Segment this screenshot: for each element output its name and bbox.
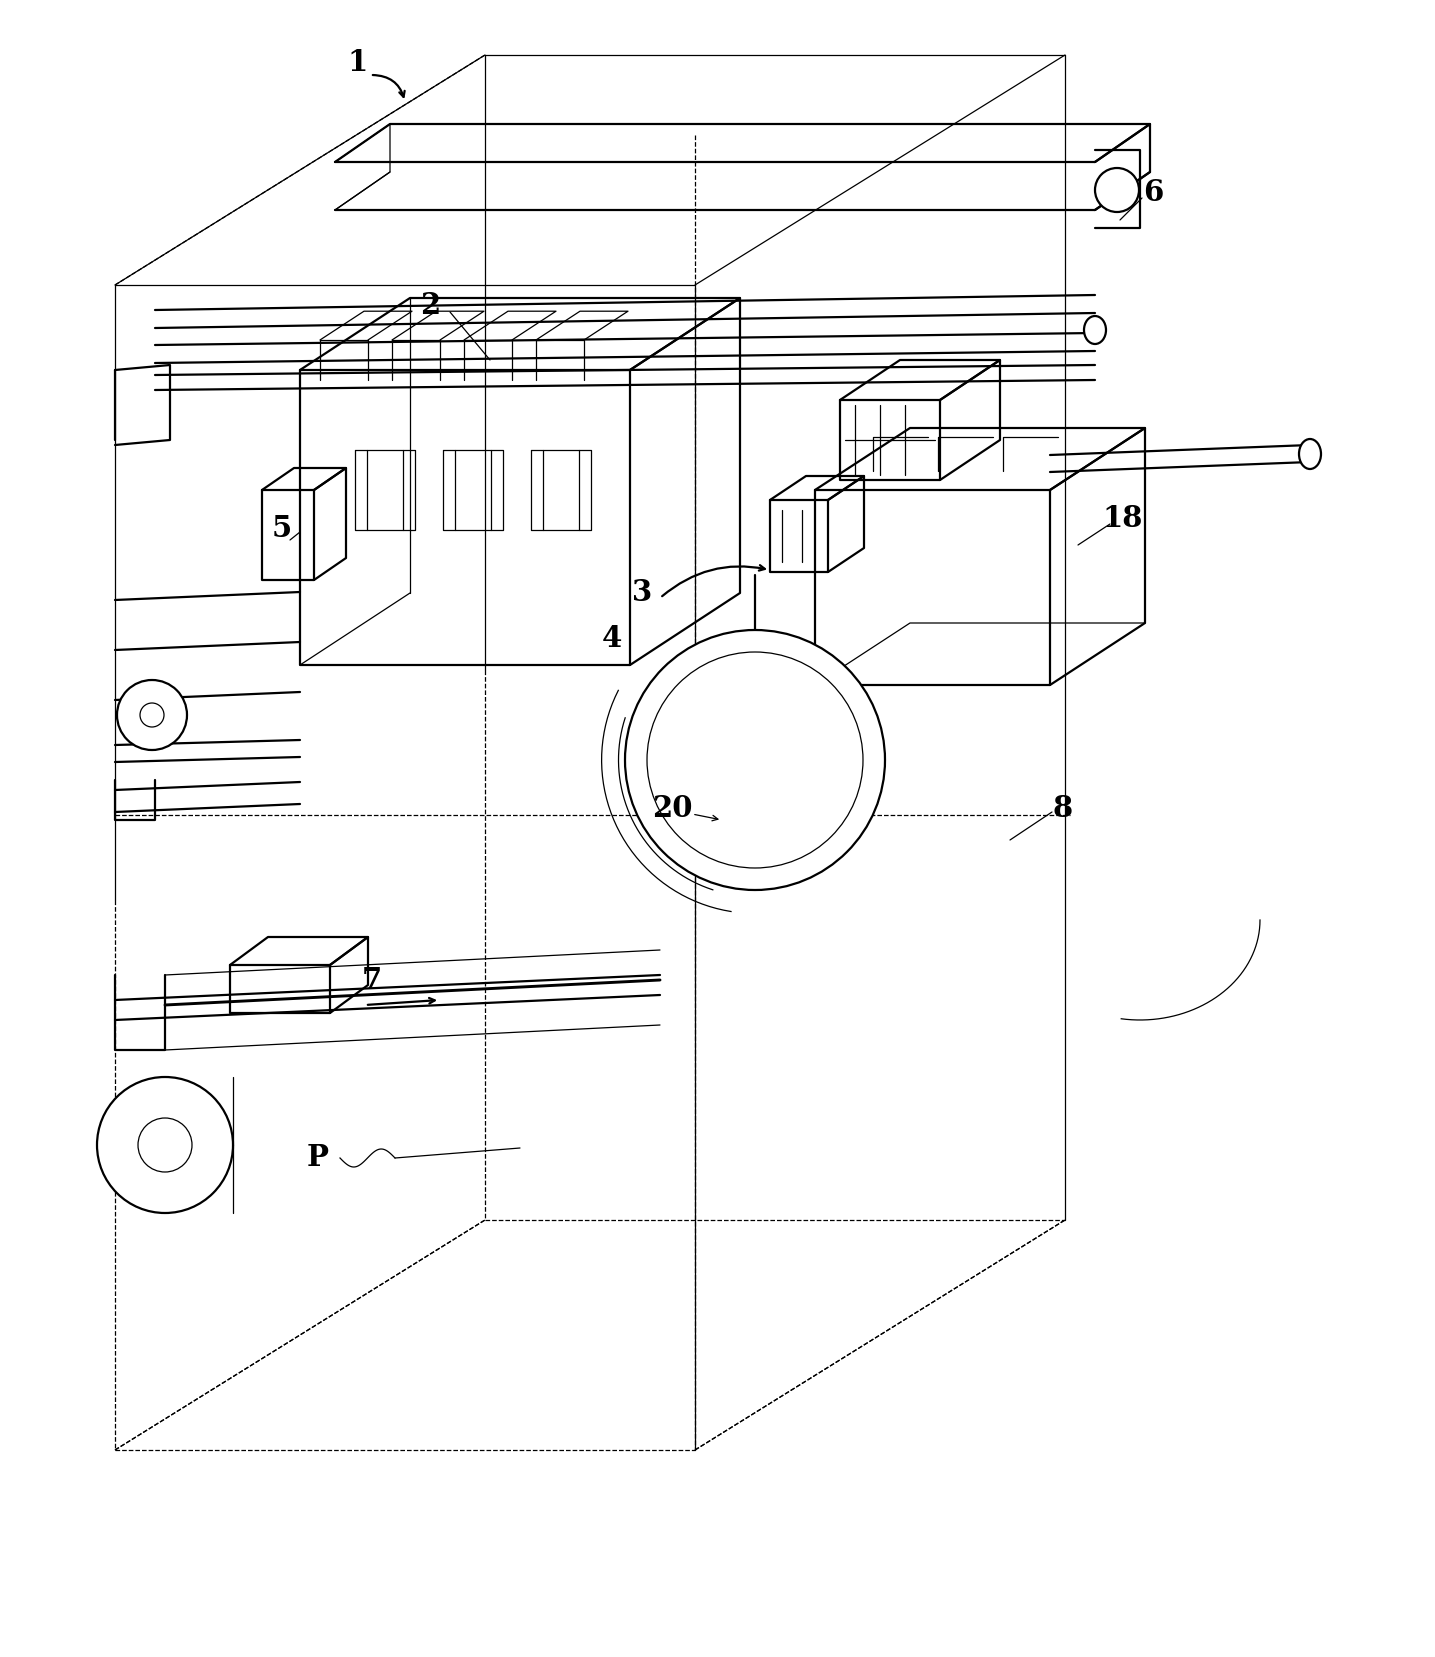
Text: 6: 6 <box>1142 177 1164 207</box>
Text: 18: 18 <box>1102 504 1144 532</box>
Text: 20: 20 <box>651 794 692 822</box>
Text: 2: 2 <box>420 290 441 320</box>
Text: P: P <box>307 1143 329 1173</box>
Text: 3: 3 <box>631 578 651 606</box>
Ellipse shape <box>1299 439 1322 469</box>
Circle shape <box>118 679 187 751</box>
Circle shape <box>1095 167 1139 212</box>
Circle shape <box>98 1077 232 1213</box>
Text: 5: 5 <box>271 514 293 542</box>
Circle shape <box>141 703 164 727</box>
Circle shape <box>138 1118 192 1171</box>
Ellipse shape <box>1083 316 1106 345</box>
Circle shape <box>626 630 885 890</box>
Text: 4: 4 <box>601 623 623 653</box>
Text: 1: 1 <box>347 48 369 76</box>
Text: 7: 7 <box>362 966 382 994</box>
Text: 8: 8 <box>1053 794 1073 822</box>
Circle shape <box>647 651 862 868</box>
